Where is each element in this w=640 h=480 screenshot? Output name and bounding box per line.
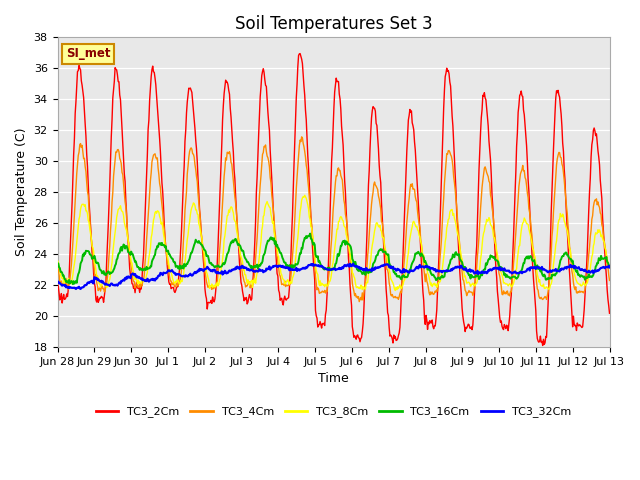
Legend: TC3_2Cm, TC3_4Cm, TC3_8Cm, TC3_16Cm, TC3_32Cm: TC3_2Cm, TC3_4Cm, TC3_8Cm, TC3_16Cm, TC3… xyxy=(92,402,575,422)
Title: Soil Temperatures Set 3: Soil Temperatures Set 3 xyxy=(235,15,433,33)
X-axis label: Time: Time xyxy=(318,372,349,385)
Text: SI_met: SI_met xyxy=(66,48,110,60)
Y-axis label: Soil Temperature (C): Soil Temperature (C) xyxy=(15,128,28,256)
